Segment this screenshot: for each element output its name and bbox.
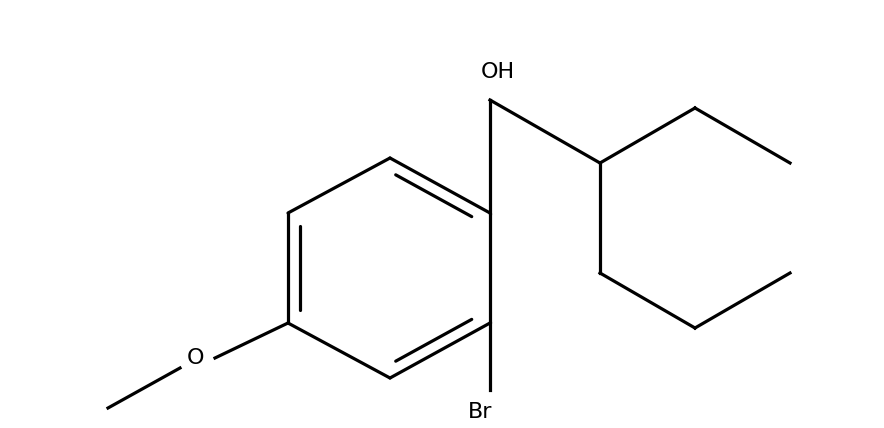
Text: O: O — [187, 348, 203, 368]
Text: Br: Br — [468, 402, 492, 422]
Text: OH: OH — [481, 62, 515, 82]
